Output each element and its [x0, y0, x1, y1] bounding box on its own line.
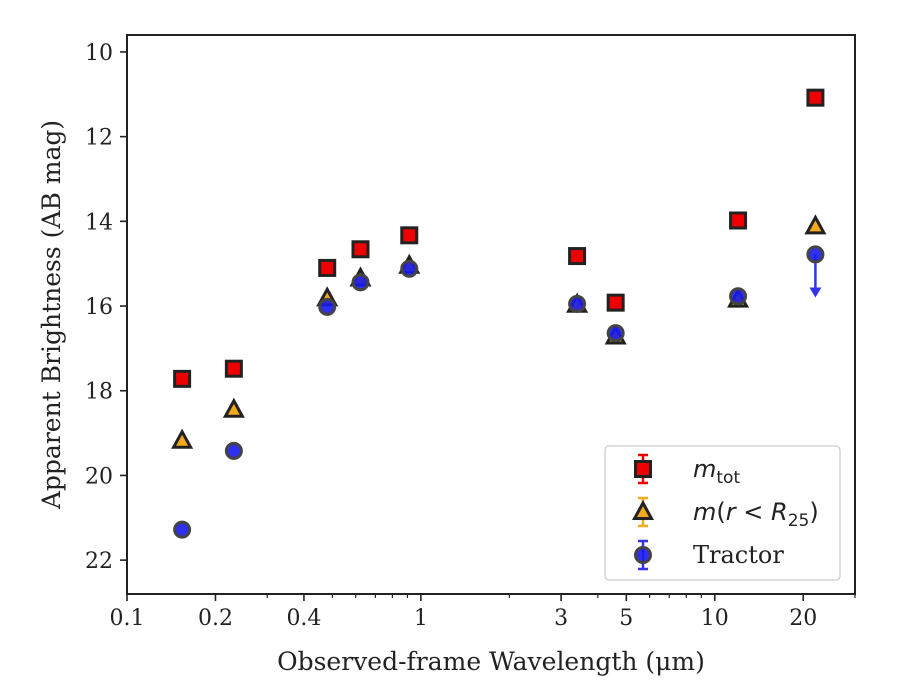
triangle-point	[171, 428, 194, 449]
circle-point	[806, 245, 825, 264]
square-point	[400, 226, 419, 245]
y-tick-label: 22	[85, 549, 113, 574]
legend-circle-marker	[634, 546, 652, 564]
circle-point	[400, 259, 419, 278]
upper-limit-arrowhead	[809, 287, 822, 298]
axis-ticks: 0.1 0.2 0.4 1 3 5 10 20 10 12 14 16 18 20 22	[85, 41, 856, 631]
circle-point	[606, 324, 625, 343]
square-point	[568, 247, 587, 266]
data-points	[171, 88, 827, 539]
x-tick-label: 3	[554, 606, 568, 631]
square-point	[606, 293, 625, 312]
circle-point	[351, 273, 370, 292]
square-point	[318, 258, 337, 277]
y-tick-label: 10	[85, 41, 113, 66]
x-tick-label: 5	[619, 606, 633, 631]
square-point	[351, 240, 370, 259]
y-tick-label: 18	[85, 380, 113, 405]
legend-square-marker	[634, 460, 652, 478]
legend-label: Tractor	[693, 541, 784, 569]
circle-point	[568, 294, 587, 313]
circle-point	[224, 441, 243, 460]
x-tick-label: 20	[789, 606, 817, 631]
square-point	[806, 88, 825, 107]
x-axis-label: Observed-frame Wavelength (μm)	[277, 647, 705, 676]
square-point	[224, 359, 243, 378]
triangle-point	[222, 397, 245, 418]
square-point	[173, 369, 192, 388]
circle-point	[318, 297, 337, 316]
legend-label: mtot	[693, 455, 740, 488]
plot-frame	[126, 34, 856, 595]
circle-point	[729, 287, 748, 306]
legend-label: m(r < R25)	[693, 498, 819, 531]
x-tick-label: 10	[701, 606, 729, 631]
y-tick-label: 20	[85, 464, 113, 489]
x-tick-label: 0.2	[198, 606, 233, 631]
y-tick-label: 12	[85, 126, 113, 151]
y-tick-label: 16	[85, 295, 113, 320]
square-point	[729, 211, 748, 230]
y-tick-label: 14	[85, 210, 113, 235]
x-tick-label: 0.4	[286, 606, 321, 631]
legend: mtot m(r < R25) Tractor	[604, 445, 841, 581]
x-tick-label: 0.1	[110, 606, 145, 631]
x-tick-label: 1	[414, 606, 428, 631]
legend-box	[604, 445, 841, 581]
y-axis-label: Apparent Brightness (AB mag)	[37, 120, 66, 510]
triangle-point	[804, 214, 827, 235]
legend-triangle-marker	[631, 499, 655, 520]
circle-point	[173, 520, 192, 539]
